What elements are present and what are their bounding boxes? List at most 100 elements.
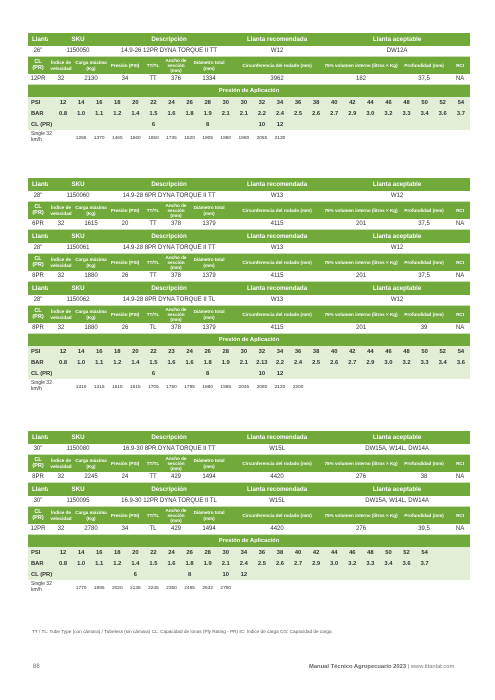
cell-vol: 276 <box>324 524 399 535</box>
bar-value: 2.1 <box>216 108 235 119</box>
row-label-single: Single 32 km/h <box>28 580 54 596</box>
cl-value <box>415 119 434 130</box>
cl-value <box>72 569 91 580</box>
cell-tt: TT <box>142 472 165 483</box>
cl-value <box>252 569 271 580</box>
cell-prof: 39 <box>398 323 451 334</box>
bar-value: 0.8 <box>54 558 73 569</box>
single-value <box>54 130 73 146</box>
cl-value <box>415 368 434 379</box>
cell-aceptable: W12 <box>324 295 471 306</box>
bar-value: 2.7 <box>289 558 308 569</box>
single-value <box>361 379 380 395</box>
row-label-single: Single 32 km/h <box>28 130 54 146</box>
cell-cl: 12PR <box>28 74 48 85</box>
legend-note: TT / TL: Tube Type (con cámara) / Tubele… <box>32 629 332 634</box>
cell-recomendada: W12 <box>230 46 325 57</box>
single-value <box>54 379 73 395</box>
single-value: 1560 <box>126 130 145 146</box>
cell-tt: TT <box>142 271 165 282</box>
single-value <box>307 379 326 395</box>
cl-value <box>433 119 452 130</box>
psi-value: 34 <box>234 547 253 558</box>
bar-value: 3.6 <box>451 357 471 368</box>
bar-value: 1.5 <box>144 357 163 368</box>
cl-value: 12 <box>270 119 290 130</box>
cl-value: 10 <box>252 119 271 130</box>
bar-value: 1.0 <box>72 357 91 368</box>
cl-value: 10 <box>252 368 271 379</box>
single-value: 1965 <box>216 379 235 395</box>
header-circ: Circunferencia del rodado (mm) <box>230 253 325 271</box>
tire-group-30: LlantaSKUDescripciónLlanta recomendadaLl… <box>28 431 471 596</box>
cell-ancho: 378 <box>164 271 189 282</box>
psi-value: 50 <box>415 346 434 357</box>
header-llanta: Llanta <box>28 178 48 191</box>
psi-value: 44 <box>325 547 344 558</box>
header-diametro: Diámetro total (mm) <box>188 253 231 271</box>
cl-value <box>451 368 471 379</box>
cl-value <box>162 569 181 580</box>
cl-value <box>54 368 73 379</box>
cell-llanta: 28" <box>28 295 48 306</box>
bar-value: 1.9 <box>198 558 217 569</box>
cl-value <box>325 119 344 130</box>
cl-value <box>144 569 163 580</box>
psi-value: 12 <box>54 97 73 108</box>
bar-value: 2.4 <box>234 558 253 569</box>
cell-descripcion: 14.9-26 12PR DYNA TORQUE II TT <box>108 46 231 57</box>
cell-tt: TL <box>142 524 165 535</box>
cl-value <box>451 569 471 580</box>
cell-carga: 1880 <box>74 323 109 334</box>
psi-value: 32 <box>252 97 271 108</box>
header-indice: Índice de velocidad <box>48 454 74 472</box>
cl-value <box>90 569 109 580</box>
bar-value: 3.2 <box>379 108 398 119</box>
header-volumen: 75% volumen interno (litros × Kg) <box>324 253 399 271</box>
single-value: 2045 <box>234 379 253 395</box>
pressure-table-26: Presión de Aplicación PSI 12 14 16 18 20 22 24 26… <box>28 85 471 146</box>
psi-value: 46 <box>379 97 398 108</box>
cl-value: 8 <box>180 569 199 580</box>
bar-value: 1.8 <box>198 357 217 368</box>
cl-value <box>343 368 362 379</box>
single-value <box>415 130 434 146</box>
cell-presion: 24 <box>108 472 143 483</box>
single-value: 1905 <box>198 130 217 146</box>
header-llanta: Llanta <box>28 431 48 444</box>
cell-recomendada: W13 <box>230 243 325 254</box>
cl-value <box>325 569 344 580</box>
psi-value: 14 <box>72 346 91 357</box>
psi-value: 18 <box>108 97 127 108</box>
cell-llanta: 28" <box>28 191 48 202</box>
cl-value <box>415 569 434 580</box>
header-rci: RCI <box>450 506 471 524</box>
psi-value: 54 <box>415 547 434 558</box>
single-value: 1770 <box>72 580 91 596</box>
cl-value: 12 <box>234 569 253 580</box>
row-label-bar: BAR <box>28 558 54 569</box>
bar-value <box>433 558 452 569</box>
psi-value: 34 <box>270 97 290 108</box>
cl-value <box>180 119 199 130</box>
header-ancho: Ancho de sección (mm) <box>164 305 189 323</box>
bar-value: 3.2 <box>397 357 416 368</box>
footer-credit: Manual Técnico Agropecuario 2023 | www.t… <box>309 664 454 670</box>
header-circ: Circunferencia del rodado (mm) <box>230 305 325 323</box>
cell-circ: 4420 <box>230 524 325 535</box>
single-value <box>325 580 344 596</box>
cell-recomendada: W13 <box>230 191 325 202</box>
single-value <box>343 130 362 146</box>
cl-value <box>198 569 217 580</box>
bar-value: 1.0 <box>72 558 91 569</box>
cell-prof: 37,5 <box>398 219 451 230</box>
bar-value: 1.4 <box>126 108 145 119</box>
single-value: 1465 <box>108 130 127 146</box>
psi-value: 52 <box>397 547 416 558</box>
header-tttl: TT/TL <box>142 253 165 271</box>
single-value <box>379 379 398 395</box>
psi-value: 22 <box>144 547 163 558</box>
cl-value <box>90 119 109 130</box>
bar-value: 1.1 <box>90 558 109 569</box>
cl-value: 12 <box>270 368 290 379</box>
